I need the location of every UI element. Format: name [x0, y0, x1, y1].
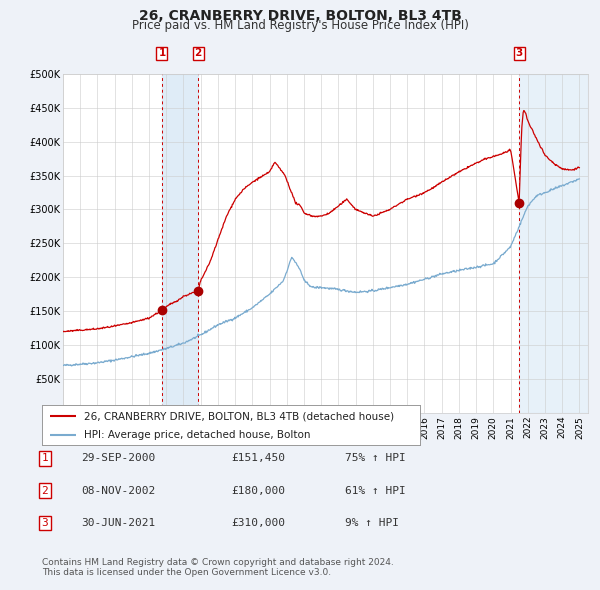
Text: 61% ↑ HPI: 61% ↑ HPI [345, 486, 406, 496]
Text: 2: 2 [41, 486, 49, 496]
Text: 3: 3 [41, 518, 49, 528]
Text: 29-SEP-2000: 29-SEP-2000 [81, 453, 155, 463]
Text: 75% ↑ HPI: 75% ↑ HPI [345, 453, 406, 463]
Text: £151,450: £151,450 [231, 453, 285, 463]
Text: Price paid vs. HM Land Registry's House Price Index (HPI): Price paid vs. HM Land Registry's House … [131, 19, 469, 32]
Text: 26, CRANBERRY DRIVE, BOLTON, BL3 4TB (detached house): 26, CRANBERRY DRIVE, BOLTON, BL3 4TB (de… [83, 411, 394, 421]
Text: HPI: Average price, detached house, Bolton: HPI: Average price, detached house, Bolt… [83, 431, 310, 440]
Bar [162, 74, 198, 413]
Bar [519, 74, 588, 413]
Text: 2: 2 [194, 48, 202, 58]
Text: 30-JUN-2021: 30-JUN-2021 [81, 518, 155, 528]
Text: £180,000: £180,000 [231, 486, 285, 496]
Text: 3: 3 [515, 48, 523, 58]
Text: This data is licensed under the Open Government Licence v3.0.: This data is licensed under the Open Gov… [42, 568, 331, 576]
Text: 9% ↑ HPI: 9% ↑ HPI [345, 518, 399, 528]
Text: 1: 1 [158, 48, 166, 58]
Text: 26, CRANBERRY DRIVE, BOLTON, BL3 4TB: 26, CRANBERRY DRIVE, BOLTON, BL3 4TB [139, 9, 461, 23]
Text: Contains HM Land Registry data © Crown copyright and database right 2024.: Contains HM Land Registry data © Crown c… [42, 558, 394, 566]
Text: 08-NOV-2002: 08-NOV-2002 [81, 486, 155, 496]
Text: £310,000: £310,000 [231, 518, 285, 528]
Text: 1: 1 [41, 453, 49, 463]
